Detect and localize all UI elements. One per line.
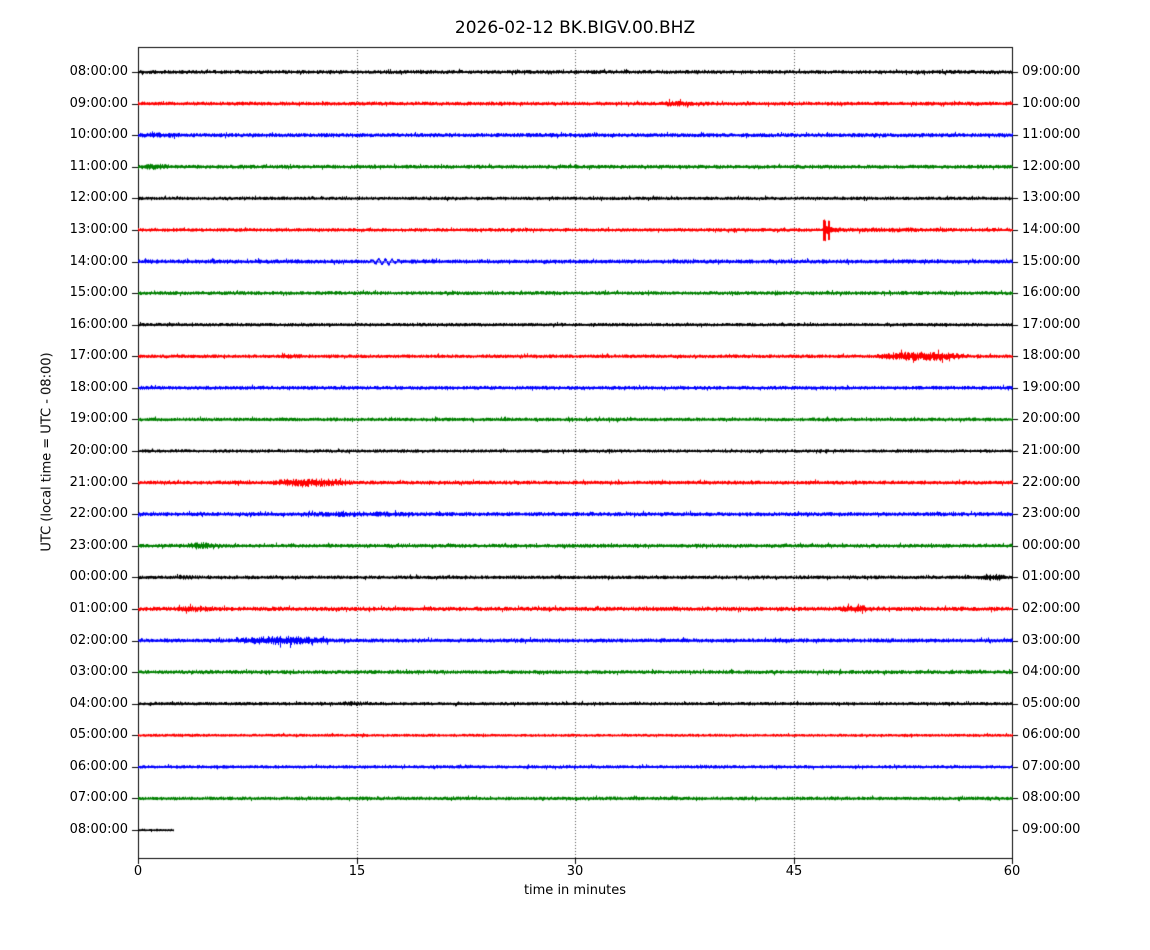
time-label-right: 07:00:00 (1022, 759, 1081, 774)
time-label-right: 17:00:00 (1022, 317, 1081, 332)
time-label-left: 17:00:00 (69, 348, 128, 363)
time-label-left: 03:00:00 (69, 664, 128, 679)
time-label-left: 08:00:00 (69, 64, 128, 79)
x-tick-label: 45 (785, 864, 803, 879)
time-label-right: 00:00:00 (1022, 538, 1081, 553)
x-tick-label: 30 (566, 864, 584, 879)
time-label-right: 22:00:00 (1022, 475, 1081, 490)
time-label-right: 06:00:00 (1022, 727, 1081, 742)
time-label-left: 21:00:00 (69, 475, 128, 490)
time-label-right: 21:00:00 (1022, 443, 1081, 458)
time-label-left: 08:00:00 (69, 822, 128, 837)
x-tick-label: 0 (133, 864, 143, 879)
time-label-left: 09:00:00 (69, 96, 128, 111)
time-label-right: 02:00:00 (1022, 601, 1081, 616)
x-tick-label: 15 (348, 864, 366, 879)
time-label-left: 18:00:00 (69, 380, 128, 395)
time-label-left: 00:00:00 (69, 569, 128, 584)
time-label-right: 15:00:00 (1022, 254, 1081, 269)
time-label-right: 19:00:00 (1022, 380, 1081, 395)
time-label-left: 05:00:00 (69, 727, 128, 742)
time-label-right: 08:00:00 (1022, 790, 1081, 805)
x-tick-label: 60 (1003, 864, 1021, 879)
time-label-left: 04:00:00 (69, 696, 128, 711)
time-label-right: 20:00:00 (1022, 411, 1081, 426)
time-label-left: 22:00:00 (69, 506, 128, 521)
time-label-right: 16:00:00 (1022, 285, 1081, 300)
figure-title: 2026-02-12 BK.BIGV.00.BHZ (454, 18, 696, 38)
time-label-right: 11:00:00 (1022, 127, 1081, 142)
time-label-left: 23:00:00 (69, 538, 128, 553)
time-label-left: 15:00:00 (69, 285, 128, 300)
time-label-left: 01:00:00 (69, 601, 128, 616)
time-label-right: 10:00:00 (1022, 96, 1081, 111)
time-label-left: 11:00:00 (69, 159, 128, 174)
time-label-right: 14:00:00 (1022, 222, 1081, 237)
time-label-right: 05:00:00 (1022, 696, 1081, 711)
time-label-left: 16:00:00 (69, 317, 128, 332)
time-label-left: 19:00:00 (69, 411, 128, 426)
time-label-right: 09:00:00 (1022, 822, 1081, 837)
time-label-right: 09:00:00 (1022, 64, 1081, 79)
time-label-right: 12:00:00 (1022, 159, 1081, 174)
time-label-right: 03:00:00 (1022, 633, 1081, 648)
time-label-right: 04:00:00 (1022, 664, 1081, 679)
time-label-right: 13:00:00 (1022, 190, 1081, 205)
time-label-left: 20:00:00 (69, 443, 128, 458)
time-label-left: 02:00:00 (69, 633, 128, 648)
time-label-left: 06:00:00 (69, 759, 128, 774)
time-label-right: 23:00:00 (1022, 506, 1081, 521)
time-label-left: 14:00:00 (69, 254, 128, 269)
time-label-left: 07:00:00 (69, 790, 128, 805)
time-label-left: 12:00:00 (69, 190, 128, 205)
time-label-left: 10:00:00 (69, 127, 128, 142)
time-label-right: 18:00:00 (1022, 348, 1081, 363)
time-label-left: 13:00:00 (69, 222, 128, 237)
time-label-right: 01:00:00 (1022, 569, 1081, 584)
x-axis-label: time in minutes (523, 883, 627, 898)
